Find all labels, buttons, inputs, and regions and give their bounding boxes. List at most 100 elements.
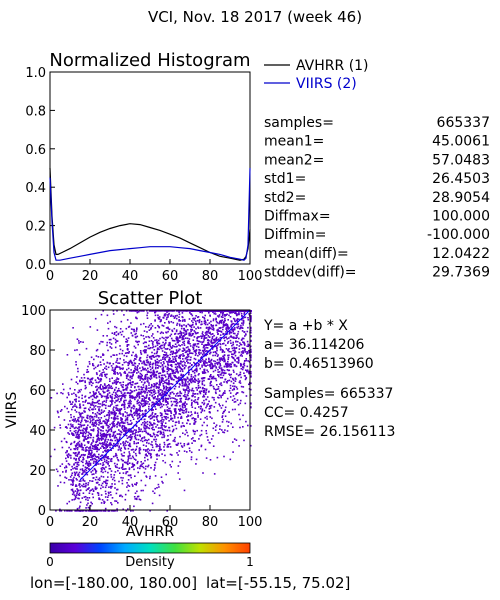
scatter-point bbox=[232, 361, 234, 364]
scatter-point bbox=[223, 360, 225, 363]
scatter-point bbox=[214, 360, 217, 363]
scatter-point bbox=[218, 321, 221, 324]
scatter-point bbox=[163, 346, 165, 349]
scatter-point bbox=[100, 487, 102, 490]
scatter-point bbox=[99, 510, 102, 512]
scatter-point bbox=[136, 402, 139, 405]
scatter-point bbox=[164, 376, 167, 378]
scatter-point bbox=[141, 463, 143, 465]
scatter-point bbox=[171, 330, 174, 333]
scatter-point bbox=[133, 442, 135, 445]
scatter-point bbox=[137, 375, 140, 377]
scatter-point bbox=[115, 454, 118, 457]
scatter-point bbox=[112, 418, 115, 420]
scatter-point bbox=[160, 381, 162, 384]
scatter-point bbox=[68, 433, 71, 435]
scatter-point bbox=[130, 510, 132, 512]
scatter-point bbox=[135, 448, 137, 451]
scatter-point bbox=[158, 316, 161, 318]
scatter-point bbox=[247, 326, 249, 329]
scatter-point bbox=[153, 352, 156, 355]
scatter-point bbox=[148, 416, 150, 418]
scatter-point bbox=[155, 387, 158, 389]
scatter-point bbox=[207, 327, 210, 329]
scatter-point bbox=[119, 398, 122, 400]
scatter-point bbox=[218, 403, 220, 405]
scatter-point bbox=[218, 314, 221, 316]
scatter-point bbox=[229, 339, 232, 342]
scatter-point bbox=[112, 409, 115, 412]
scatter-point bbox=[82, 424, 84, 427]
scatter-point bbox=[190, 368, 193, 371]
scatter-point bbox=[152, 333, 154, 335]
scatter-point bbox=[171, 391, 173, 394]
scatter-point bbox=[111, 403, 113, 405]
scatter-point bbox=[151, 401, 153, 404]
scatter-point bbox=[176, 310, 179, 312]
scatter-point bbox=[108, 338, 111, 341]
scatter-point bbox=[187, 361, 189, 364]
scatter-point bbox=[91, 416, 93, 418]
scatter-point bbox=[175, 346, 177, 348]
scatter-point bbox=[82, 379, 84, 382]
scatter-point bbox=[187, 381, 189, 383]
scatter-point bbox=[127, 444, 130, 446]
scatter-point bbox=[122, 455, 124, 457]
scatter-point bbox=[183, 444, 186, 447]
scatter-point bbox=[182, 365, 184, 367]
scatter-point bbox=[139, 350, 142, 352]
scatter-point bbox=[105, 459, 108, 462]
scatter-point bbox=[184, 334, 186, 336]
scatter-point bbox=[129, 435, 131, 438]
scatter-point bbox=[113, 474, 116, 476]
scatter-point bbox=[139, 448, 142, 451]
scatter-point bbox=[165, 379, 167, 382]
scatter-point bbox=[190, 313, 192, 315]
scatter-point bbox=[115, 331, 118, 333]
scatter-point bbox=[210, 374, 212, 376]
scatter-point bbox=[156, 487, 158, 489]
scatter-point bbox=[202, 386, 204, 389]
scatter-point bbox=[98, 453, 100, 456]
scatter-point bbox=[102, 353, 104, 355]
scatter-point bbox=[205, 389, 208, 391]
scatter-point bbox=[232, 349, 234, 352]
scatter-point bbox=[222, 371, 224, 374]
scatter-point bbox=[231, 353, 233, 355]
scatter-point bbox=[112, 447, 114, 450]
scatter-point bbox=[122, 421, 124, 424]
scatter-point bbox=[195, 418, 197, 420]
scatter-point bbox=[181, 368, 183, 371]
scatter-point bbox=[187, 341, 190, 343]
scatter-point bbox=[154, 406, 156, 408]
scatter-point bbox=[158, 383, 160, 386]
scatter-point bbox=[203, 379, 205, 382]
scatter-point bbox=[169, 418, 172, 420]
scatter-point bbox=[103, 467, 105, 469]
scatter-point bbox=[119, 448, 122, 451]
scatter-point bbox=[96, 463, 98, 465]
scatter-point bbox=[164, 348, 167, 350]
scatter-point bbox=[104, 507, 107, 510]
scatter-point bbox=[145, 476, 148, 478]
scatter-point bbox=[156, 418, 158, 421]
scatter-point bbox=[109, 320, 111, 323]
scatter-point bbox=[166, 510, 168, 512]
scatter-point bbox=[140, 369, 143, 372]
scatter-point bbox=[160, 420, 162, 422]
scatter-point bbox=[158, 360, 160, 362]
scatter-point bbox=[148, 340, 151, 342]
scatter-point bbox=[181, 370, 184, 373]
scatter-point bbox=[65, 460, 68, 462]
scatter-point bbox=[189, 380, 192, 383]
scatter-point bbox=[203, 364, 205, 366]
scatter-point bbox=[92, 458, 94, 460]
scatter-point bbox=[188, 366, 190, 368]
scatter-point bbox=[181, 325, 183, 328]
scatter-point bbox=[219, 360, 221, 362]
scatter-point bbox=[135, 412, 137, 415]
scatter-point bbox=[163, 358, 166, 360]
scatter-point bbox=[142, 405, 145, 407]
scatter-point bbox=[144, 456, 146, 459]
scatter-point bbox=[155, 415, 158, 418]
